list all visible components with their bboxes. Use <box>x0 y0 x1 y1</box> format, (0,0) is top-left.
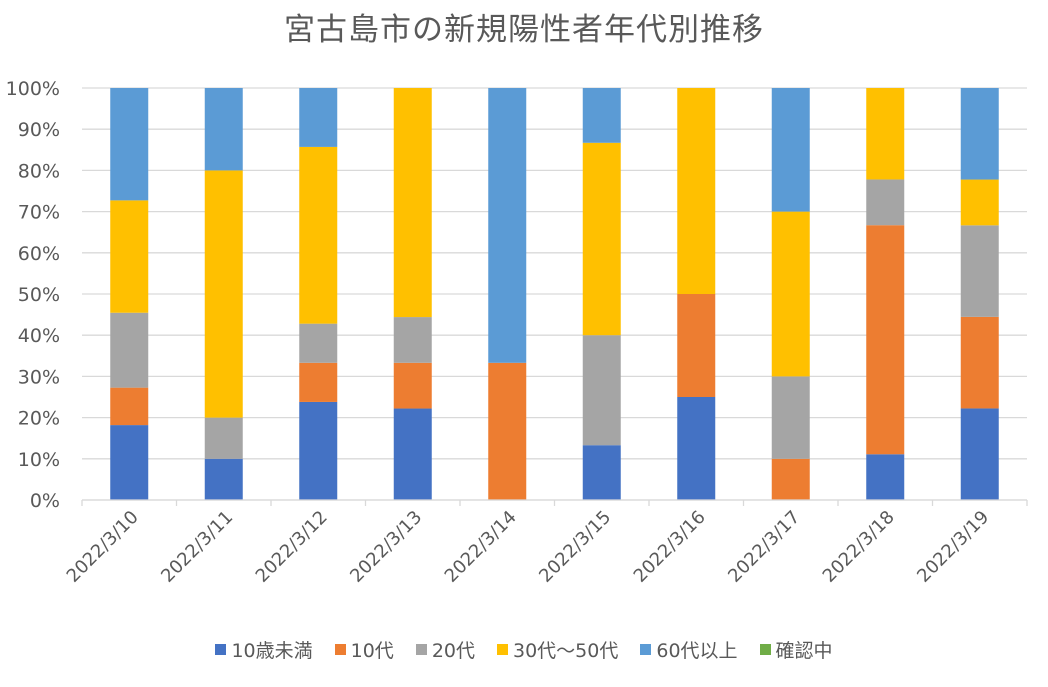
x-tick-label: 2022/3/13 <box>346 507 426 587</box>
bar-segment <box>866 225 905 455</box>
bar-segment <box>771 88 810 212</box>
x-axis: 2022/3/10 2022/3/11 2022/3/12 2022/3/13 2022… <box>63 499 1028 587</box>
bar-segment <box>960 225 999 317</box>
bar-segment <box>393 362 432 409</box>
legend-label: 30代～50代 <box>513 640 619 662</box>
bar-segment <box>866 179 905 226</box>
y-tick-label: 20% <box>18 408 60 430</box>
y-tick-label: 30% <box>18 366 60 388</box>
x-tick-label: 2022/3/15 <box>535 507 615 587</box>
y-tick-label: 0% <box>30 490 60 512</box>
y-tick-label: 80% <box>18 160 60 182</box>
x-tick-label: 2022/3/18 <box>819 507 899 587</box>
bar-segment <box>582 335 621 446</box>
bar-segment <box>960 179 999 226</box>
y-tick-label: 40% <box>18 325 60 347</box>
bar-segment <box>204 417 243 459</box>
bar-segment <box>582 445 621 500</box>
bar-segment <box>866 88 905 180</box>
stacked-bar-chart: 0% 10% 20% 30% 40% 50% 60% 70% 80% 90% 100% 2022/3… <box>6 78 1028 587</box>
y-tick-label: 90% <box>18 119 60 141</box>
legend-label: 60代以上 <box>656 640 738 662</box>
bar-segment <box>960 408 999 500</box>
legend-item: 10歳未満 <box>215 636 313 663</box>
bar-segment <box>204 170 243 418</box>
legend-label: 確認中 <box>775 640 833 662</box>
legend-swatch <box>640 644 652 655</box>
bar-segment <box>204 88 243 171</box>
bar-segment <box>299 88 338 147</box>
legend-swatch <box>215 644 227 655</box>
y-tick-label: 70% <box>18 202 60 224</box>
x-tick-label: 2022/3/16 <box>630 507 710 587</box>
legend-item: 30代～50代 <box>497 636 618 663</box>
bar-segment <box>677 88 716 294</box>
bar-segment <box>204 458 243 500</box>
legend-item: 確認中 <box>759 636 833 663</box>
legend-swatch <box>497 644 508 655</box>
bar-segment <box>582 88 621 143</box>
bar-segment <box>771 376 810 459</box>
bar-segment <box>677 294 716 397</box>
bar-segment <box>110 387 149 426</box>
bar-segment <box>299 401 338 500</box>
bar-segment <box>110 200 149 313</box>
x-tick-label: 2022/3/19 <box>913 507 993 587</box>
x-tick-label: 2022/3/17 <box>724 507 804 587</box>
bar-segment <box>110 425 149 500</box>
bar-segment <box>299 362 338 402</box>
bar-segment <box>488 88 527 363</box>
y-tick-label: 10% <box>18 449 60 471</box>
chart-title: 宮古島市の新規陽性者年代別推移 <box>284 12 764 48</box>
bar-segment <box>866 454 905 500</box>
bar-segment <box>771 458 810 500</box>
bar-segment <box>582 142 621 336</box>
bar-segment <box>110 88 149 201</box>
bar-segment <box>771 211 810 377</box>
legend-item: 10代 <box>334 636 394 663</box>
legend-swatch <box>759 644 771 655</box>
legend-swatch <box>415 644 427 655</box>
bars <box>110 88 999 500</box>
legend-label: 20代 <box>431 640 475 662</box>
legend: 10歳未満 10代 20代 30代～50代 60代以上 確認中 <box>0 636 1048 663</box>
bar-segment <box>488 362 527 500</box>
legend-label: 10代 <box>350 640 394 662</box>
y-tick-label: 60% <box>18 243 60 265</box>
bar-segment <box>110 312 149 388</box>
y-axis-ticks: 0% 10% 20% 30% 40% 50% 60% 70% 80% 90% 100% <box>6 78 60 512</box>
bar-segment <box>299 146 338 324</box>
legend-swatch <box>334 644 346 655</box>
legend-item: 20代 <box>415 636 475 663</box>
bar-segment <box>393 317 432 363</box>
legend-item: 60代以上 <box>640 636 738 663</box>
bar-segment <box>960 316 999 409</box>
bar-segment <box>299 323 338 363</box>
bar-segment <box>677 397 716 500</box>
bar-segment <box>393 408 432 500</box>
bar-segment <box>960 88 999 180</box>
x-tick-label: 2022/3/12 <box>252 507 332 587</box>
x-tick-label: 2022/3/11 <box>157 507 237 587</box>
x-tick-label: 2022/3/10 <box>63 507 143 587</box>
bar-segment <box>393 88 432 318</box>
legend-label: 10歳未満 <box>231 640 313 662</box>
y-tick-label: 100% <box>6 78 60 100</box>
y-tick-label: 50% <box>18 284 60 306</box>
x-tick-label: 2022/3/14 <box>441 507 521 587</box>
